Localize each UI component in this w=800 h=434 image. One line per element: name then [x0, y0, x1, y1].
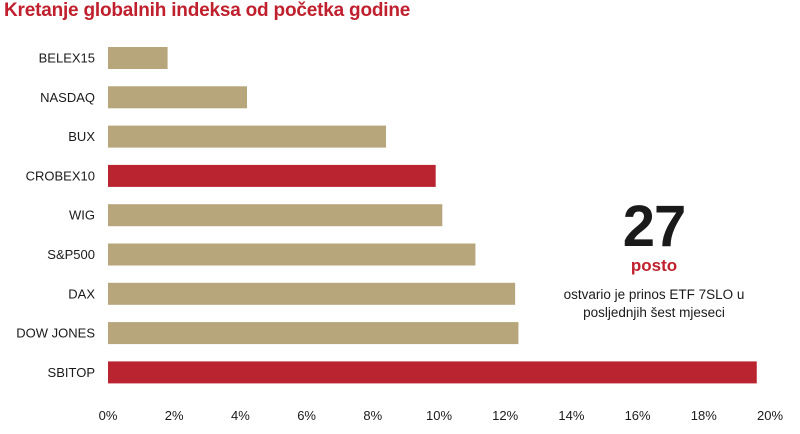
category-label: CROBEX10	[26, 168, 95, 183]
bar	[108, 86, 248, 109]
chart-title: Kretanje globalnih indeksa od početka go…	[4, 0, 411, 21]
x-tick-label: 12%	[492, 408, 518, 423]
category-label: BELEX15	[39, 51, 95, 66]
x-tick-label: 18%	[691, 408, 717, 423]
x-tick-label: 0%	[99, 408, 118, 423]
callout-text: ostvario je prinos ETF 7SLO u posljednji…	[548, 286, 760, 322]
category-label: SBITOP	[48, 365, 95, 380]
x-tick-label: 20%	[757, 408, 783, 423]
category-label: DAX	[68, 286, 95, 301]
callout-unit: posto	[630, 256, 678, 275]
callout-text-line-2: posljednjih šest mjeseci	[583, 305, 725, 320]
category-label: S&P500	[47, 247, 95, 262]
category-label: NASDAQ	[40, 90, 95, 105]
bar	[108, 243, 476, 266]
callout-text-line-1: ostvario je prinos ETF 7SLO u	[563, 287, 745, 302]
x-tick-label: 8%	[363, 408, 382, 423]
bar	[108, 361, 757, 384]
bar	[108, 125, 387, 148]
bar	[108, 322, 519, 345]
x-tick-label: 6%	[297, 408, 316, 423]
category-label: DOW JONES	[16, 326, 95, 341]
x-tick-label: 14%	[558, 408, 584, 423]
bar	[108, 282, 516, 305]
category-label: BUX	[68, 129, 95, 144]
callout: 27 posto ostvario je prinos ETF 7SLO u p…	[548, 198, 760, 322]
bar	[108, 204, 443, 227]
category-label: WIG	[69, 208, 95, 223]
callout-number: 27	[622, 194, 687, 259]
x-tick-label: 2%	[165, 408, 184, 423]
bar	[108, 164, 436, 187]
x-tick-label: 4%	[231, 408, 250, 423]
bar	[108, 47, 168, 69]
x-tick-label: 10%	[426, 408, 452, 423]
x-tick-label: 16%	[625, 408, 651, 423]
